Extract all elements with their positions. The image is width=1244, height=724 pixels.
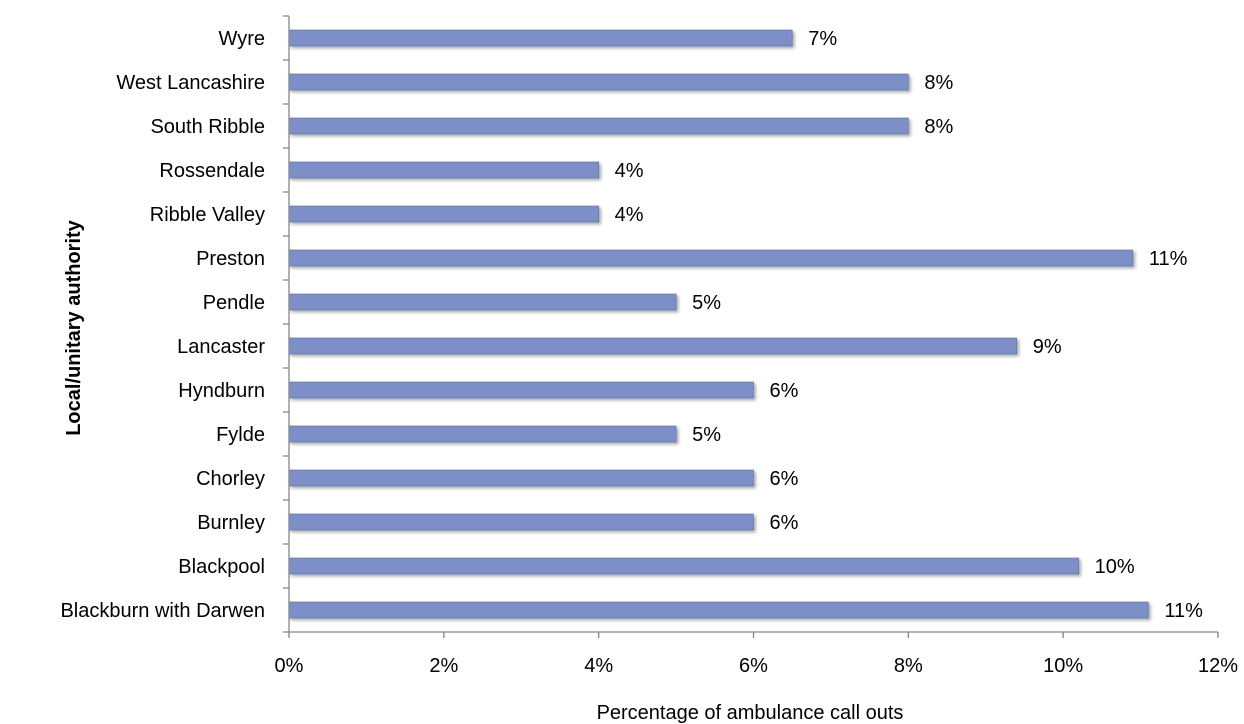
bar	[288, 117, 909, 135]
category-label: Ribble Valley	[150, 204, 265, 226]
category-label: Lancaster	[177, 336, 265, 358]
bar	[288, 337, 1018, 355]
x-tick-label: 10%	[1043, 655, 1083, 677]
data-label: 8%	[924, 116, 953, 138]
bar	[288, 469, 754, 487]
data-label: 5%	[692, 424, 721, 446]
category-label: West Lancashire	[116, 72, 265, 94]
category-label: Wyre	[219, 28, 265, 50]
bar	[288, 293, 677, 311]
data-label: 10%	[1095, 556, 1135, 578]
data-label: 7%	[808, 28, 837, 50]
x-tick-label: 8%	[894, 655, 923, 677]
category-label: Burnley	[197, 512, 265, 534]
category-label: Fylde	[216, 424, 265, 446]
data-label: 6%	[770, 468, 799, 490]
bar	[288, 73, 909, 91]
bar	[288, 29, 793, 47]
data-label: 9%	[1033, 336, 1062, 358]
bar	[288, 557, 1079, 575]
data-label: 8%	[924, 72, 953, 94]
y-axis-title: Local/unitary authority	[63, 219, 85, 435]
bar	[288, 161, 599, 179]
x-tick-label: 6%	[739, 655, 768, 677]
data-label: 11%	[1149, 248, 1188, 270]
data-label: 5%	[692, 292, 721, 314]
x-tick-label: 12%	[1198, 655, 1238, 677]
data-label: 4%	[615, 160, 644, 182]
data-label: 4%	[615, 204, 644, 226]
x-tick-label: 4%	[584, 655, 613, 677]
bar	[288, 513, 754, 531]
bar	[288, 249, 1134, 267]
category-label: South Ribble	[150, 116, 265, 138]
bar-series	[288, 29, 1149, 619]
bar	[288, 601, 1149, 619]
bar	[288, 381, 754, 399]
category-label: Blackpool	[178, 556, 265, 578]
x-axis-title: Percentage of ambulance call outs	[597, 702, 904, 724]
data-label: 6%	[770, 512, 799, 534]
data-label: 11%	[1164, 600, 1203, 622]
category-label: Pendle	[203, 292, 265, 314]
x-tick-label: 0%	[275, 655, 304, 677]
axes	[283, 15, 1219, 638]
category-label: Preston	[196, 248, 265, 270]
category-label: Rossendale	[159, 160, 265, 182]
category-label: Hyndburn	[178, 380, 265, 402]
category-label: Chorley	[196, 468, 265, 490]
bar	[288, 205, 599, 223]
data-label: 6%	[770, 380, 799, 402]
bar	[288, 425, 677, 443]
category-label: Blackburn with Darwen	[60, 600, 265, 622]
category-labels: Wyre West Lancashire South Ribble Rossendal…	[60, 28, 265, 622]
data-labels: 7% 8% 8% 4% 4% 11% 5% 9% 6% 5% 6% 6% 10% 11%	[615, 28, 1203, 622]
x-axis-tick-labels: 0% 2% 4% 6% 8% 10% 12%	[275, 655, 1239, 677]
x-tick-label: 2%	[429, 655, 458, 677]
